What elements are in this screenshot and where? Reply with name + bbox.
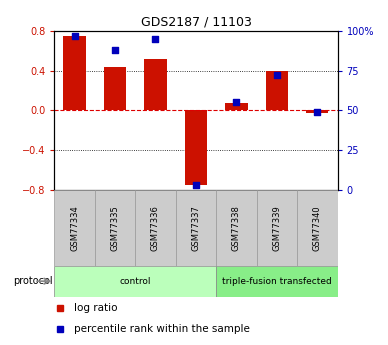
Point bbox=[233, 100, 239, 105]
Text: triple-fusion transfected: triple-fusion transfected bbox=[222, 277, 332, 286]
Bar bbox=[54, 266, 216, 297]
Bar bbox=[176, 190, 216, 266]
Bar bbox=[135, 190, 176, 266]
Point bbox=[314, 109, 320, 115]
Bar bbox=[225, 104, 248, 110]
Bar bbox=[306, 110, 329, 114]
Bar bbox=[63, 36, 86, 110]
Text: GSM77337: GSM77337 bbox=[191, 205, 201, 250]
Title: GDS2187 / 11103: GDS2187 / 11103 bbox=[140, 16, 251, 29]
Point bbox=[112, 47, 118, 53]
Text: control: control bbox=[120, 277, 151, 286]
Bar bbox=[216, 266, 338, 297]
Text: GSM77334: GSM77334 bbox=[70, 205, 79, 250]
Text: protocol: protocol bbox=[13, 276, 52, 286]
Bar bbox=[216, 190, 256, 266]
Point bbox=[152, 36, 159, 42]
Text: GSM77336: GSM77336 bbox=[151, 205, 160, 250]
Bar bbox=[54, 190, 95, 266]
Text: percentile rank within the sample: percentile rank within the sample bbox=[74, 324, 250, 334]
Text: GSM77340: GSM77340 bbox=[313, 205, 322, 250]
Text: GSM77335: GSM77335 bbox=[111, 205, 120, 250]
Text: GSM77338: GSM77338 bbox=[232, 205, 241, 250]
Point bbox=[274, 73, 280, 78]
Bar bbox=[185, 110, 207, 185]
Bar bbox=[266, 71, 288, 110]
Bar bbox=[297, 190, 338, 266]
Bar bbox=[256, 190, 297, 266]
Text: log ratio: log ratio bbox=[74, 303, 118, 313]
Point bbox=[71, 33, 78, 39]
Point bbox=[193, 182, 199, 188]
Bar bbox=[144, 59, 166, 110]
Bar bbox=[104, 67, 126, 110]
Bar bbox=[95, 190, 135, 266]
Text: GSM77339: GSM77339 bbox=[272, 205, 281, 250]
